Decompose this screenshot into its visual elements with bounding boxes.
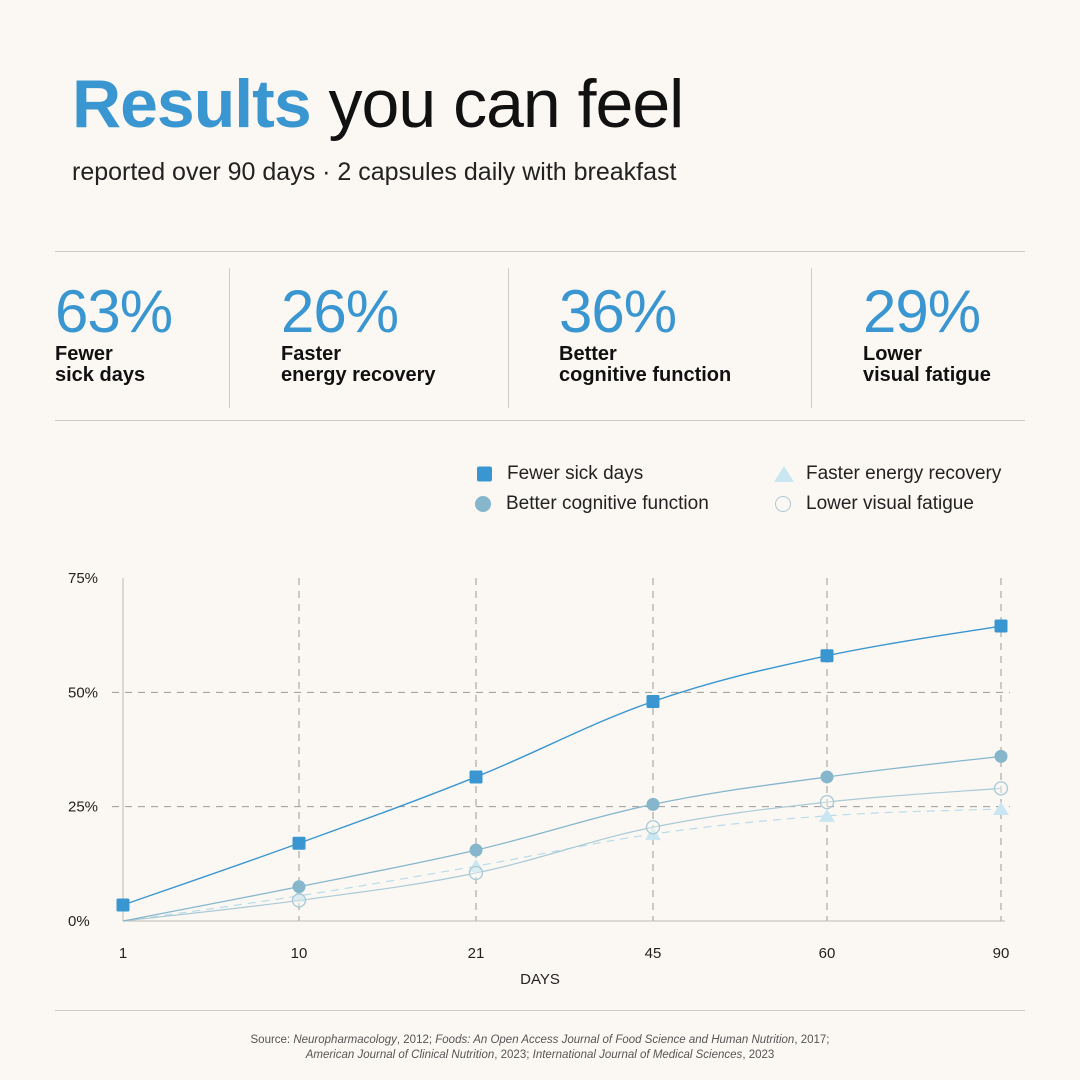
line-chart: 0% 25% 50% 75% 1 10 21 45 60 90 DAYS (68, 570, 1010, 988)
legend-label: Fewer sick days (507, 463, 644, 484)
data-point-triangle (819, 808, 835, 822)
title-accent: Results (72, 66, 312, 142)
data-point-square (116, 898, 130, 912)
data-point-square (469, 770, 483, 784)
legend-item-fewer-sick-days: Fewer sick days (475, 463, 643, 485)
stat-label-line: Fewer (55, 343, 113, 365)
circle-marker-icon (475, 496, 491, 512)
data-point-ring (819, 794, 835, 810)
y-tick-label: 25% (68, 799, 98, 816)
stat-label: Faster energy recovery (281, 344, 436, 386)
data-point-triangle (993, 801, 1009, 815)
square-marker-icon (477, 466, 492, 482)
legend-item-energy-recovery: Faster energy recovery (774, 463, 1001, 485)
stat-divider (508, 268, 509, 408)
stat-divider (811, 268, 812, 408)
data-point-circle (994, 749, 1008, 763)
title-rest: you can feel (328, 66, 685, 142)
data-point-ring (645, 820, 661, 835)
legend-item-cognitive-function: Better cognitive function (474, 493, 709, 515)
source-journal: Foods: An Open Access Journal of Food Sc… (435, 1034, 795, 1046)
source-citation: Source: Neuropharmacology, 2012; Foods: … (0, 1033, 1080, 1063)
data-point-triangle (468, 859, 484, 873)
data-point-ring (993, 781, 1009, 796)
x-tick-label: 1 (119, 945, 127, 962)
stat-sick-days: 63% Fewer sick days (55, 278, 173, 386)
data-point-square (994, 619, 1008, 633)
source-sep: , 2023; (494, 1049, 533, 1061)
x-tick-label: 21 (468, 945, 485, 962)
stat-value: 26% (281, 278, 399, 345)
source-sep: , 2017; (794, 1034, 830, 1046)
stat-label-line: Faster (281, 343, 342, 365)
y-tick-label: 0% (68, 913, 90, 930)
stat-label-line: energy recovery (281, 364, 436, 386)
data-point-circle (820, 770, 834, 784)
data-point-square (646, 694, 660, 708)
source-journal: American Journal of Clinical Nutrition (305, 1049, 495, 1061)
y-tick-label: 75% (68, 570, 98, 587)
data-point-triangle (291, 888, 307, 902)
x-tick-label: 10 (291, 945, 308, 962)
data-point-square (820, 649, 834, 663)
legend-label: Faster energy recovery (806, 463, 1002, 484)
series-line-square (122, 625, 1002, 906)
ring-marker-icon (775, 496, 791, 512)
stat-divider (229, 268, 230, 408)
data-point-ring (468, 865, 484, 881)
source-journal: International Journal of Medical Science… (532, 1049, 743, 1061)
stat-cognitive-function: 36% Better cognitive function (559, 282, 731, 386)
triangle-marker-icon (774, 466, 794, 482)
x-tick-label: 45 (645, 945, 662, 962)
x-tick-label: 60 (819, 945, 836, 962)
stat-label: Better cognitive function (559, 344, 731, 386)
stat-value: 36% (559, 278, 677, 345)
data-point-square (292, 836, 306, 850)
stat-label-line: cognitive function (559, 364, 732, 386)
series-line-triangle (122, 808, 1002, 922)
stat-value: 29% (863, 278, 981, 345)
x-tick-label: 90 (993, 945, 1010, 962)
data-point-circle (292, 880, 306, 894)
legend-label: Lower visual fatigue (806, 493, 974, 514)
top-divider (55, 251, 1025, 252)
stat-visual-fatigue: 29% Lower visual fatigue (863, 282, 991, 386)
source-sep: , 2023 (742, 1049, 775, 1061)
legend-item-visual-fatigue: Lower visual fatigue (774, 493, 974, 515)
source-prefix: Source: (250, 1034, 294, 1046)
stat-label-line: Lower (863, 343, 922, 365)
y-tick-label: 50% (68, 684, 98, 701)
series-line-circle (122, 755, 1002, 922)
stat-label: Fewer sick days (55, 344, 172, 386)
footer-divider (55, 1010, 1025, 1011)
series-line-ring (122, 787, 1002, 922)
source-sep: , 2012; (396, 1034, 436, 1046)
x-axis-label: DAYS (520, 971, 560, 988)
data-point-ring (291, 893, 307, 908)
page-title: Results you can feel (72, 70, 684, 138)
data-point-circle (469, 843, 483, 857)
stat-label-line: sick days (55, 364, 146, 386)
source-journal: Neuropharmacology (293, 1034, 397, 1046)
stat-label-line: visual fatigue (863, 364, 991, 386)
stat-value: 63% (55, 278, 173, 345)
subtitle: reported over 90 days · 2 capsules daily… (72, 158, 677, 186)
stat-label: Lower visual fatigue (863, 344, 991, 386)
bottom-divider (55, 420, 1025, 421)
stat-label-line: Better (559, 343, 617, 365)
data-point-circle (646, 797, 660, 811)
legend-label: Better cognitive function (506, 493, 709, 514)
stat-energy-recovery: 26% Faster energy recovery (281, 282, 436, 386)
